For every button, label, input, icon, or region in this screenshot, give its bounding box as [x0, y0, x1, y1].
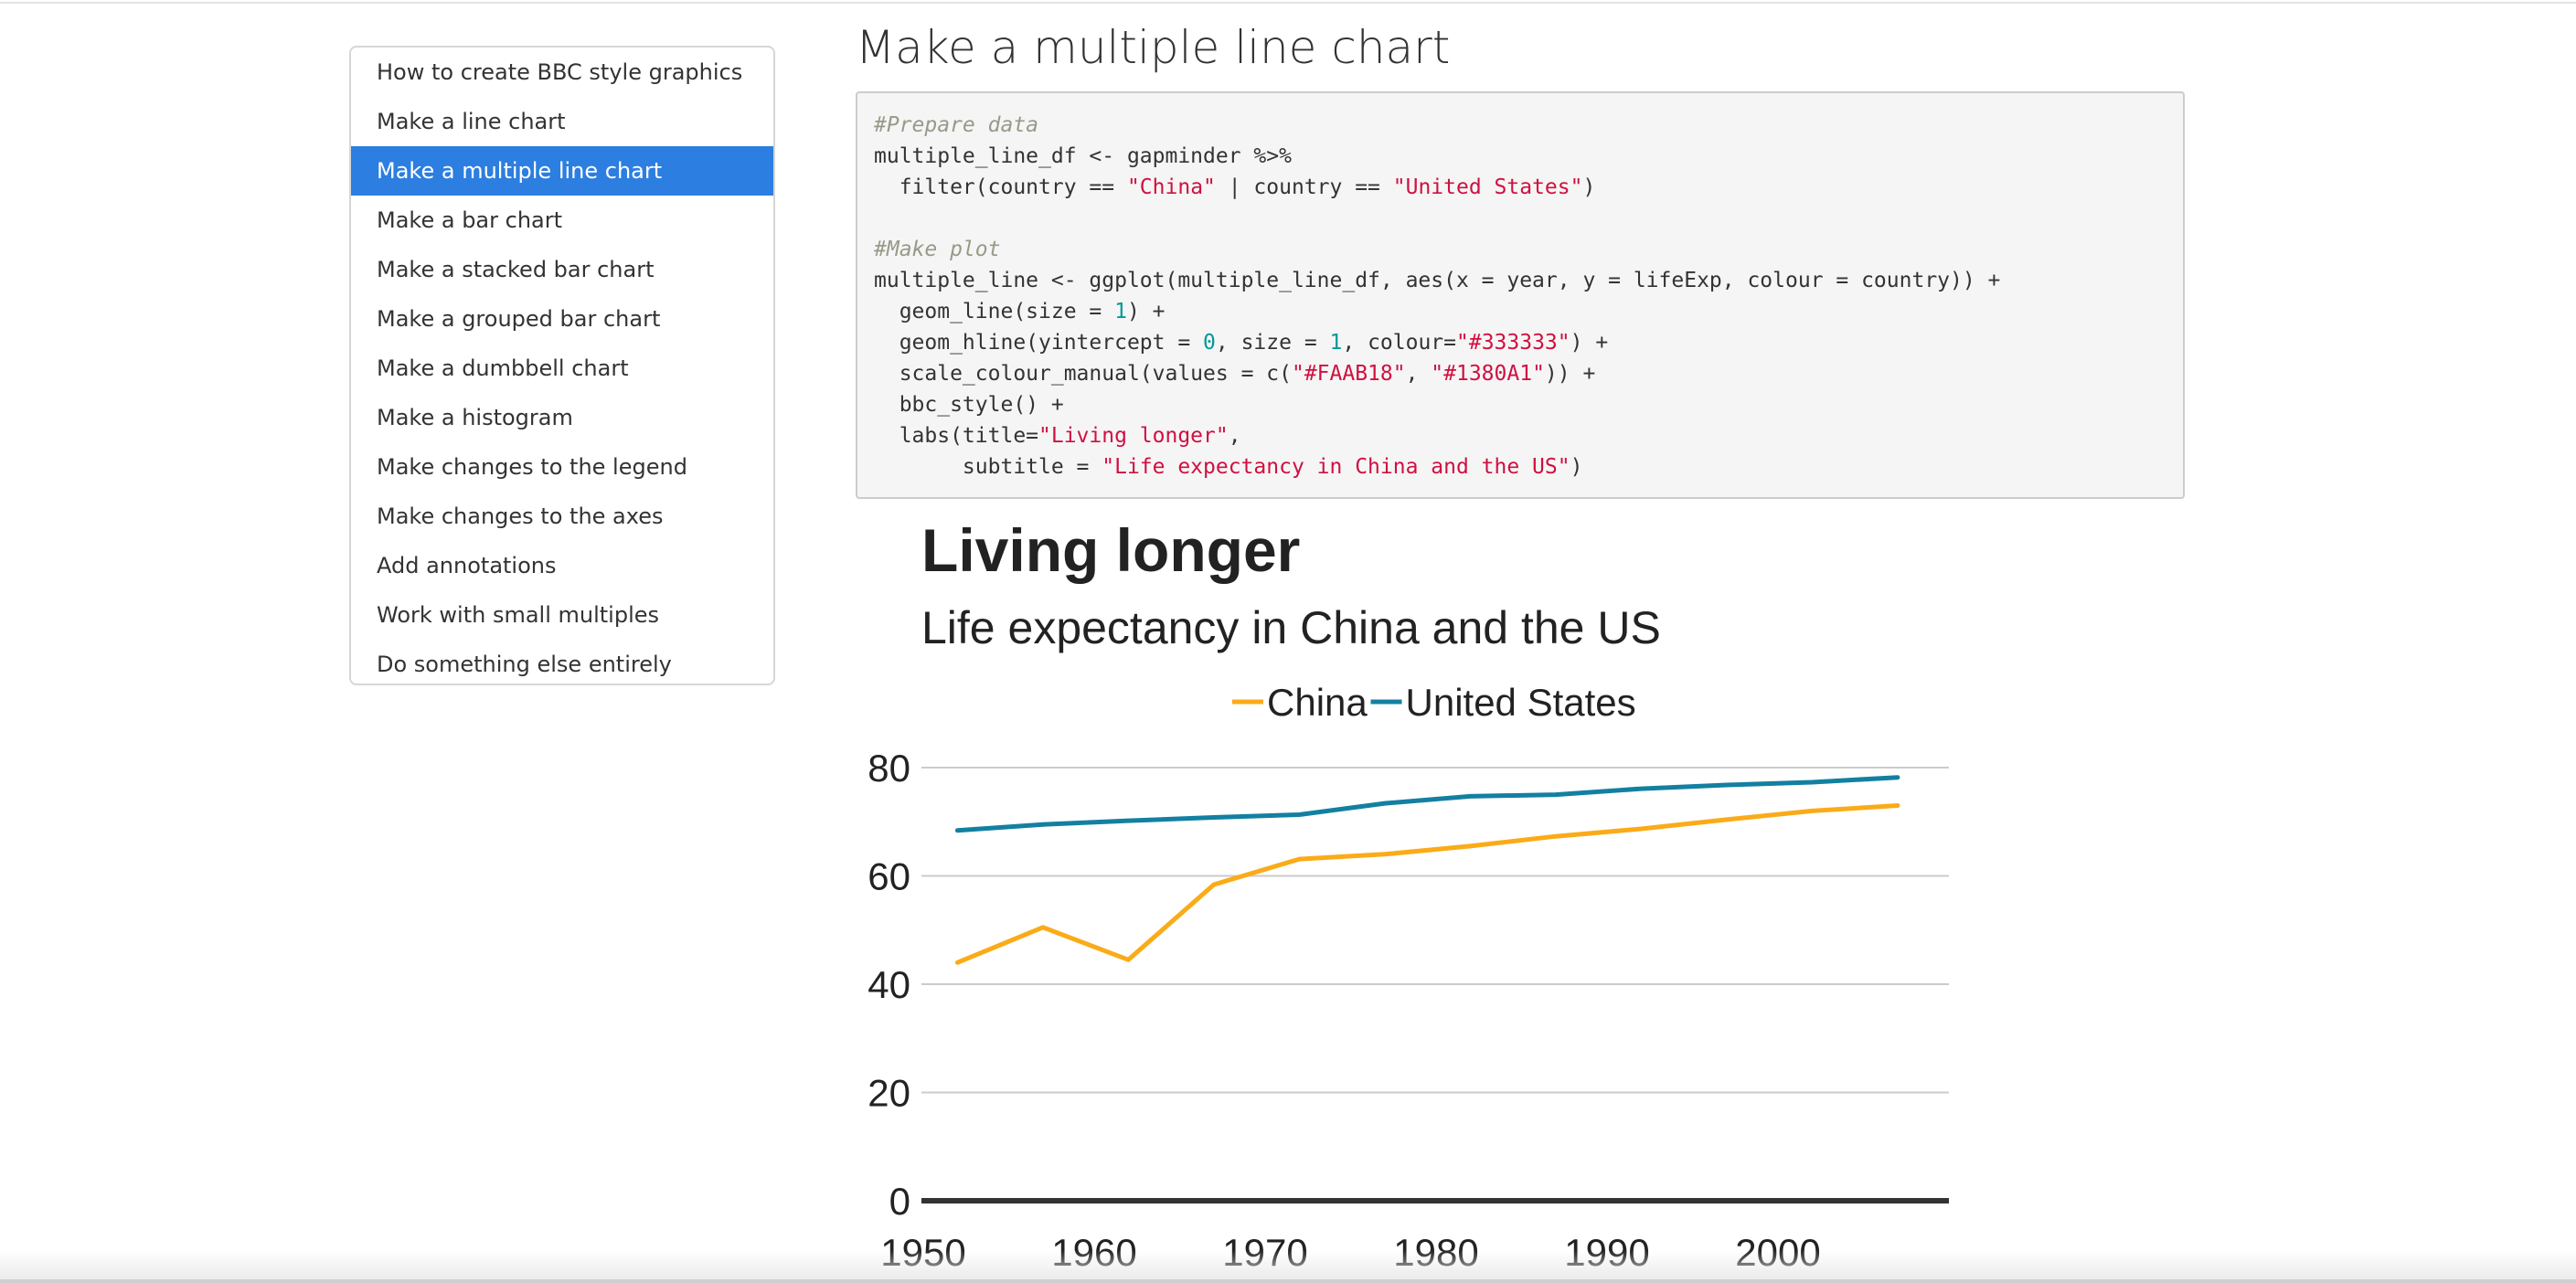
code-block[interactable]: #Prepare data multiple_line_df <- gapmind…: [856, 91, 2185, 499]
code-line: scale_colour_manual(values = c("#FAAB18"…: [874, 358, 2166, 389]
code-line: #Prepare data: [874, 110, 2166, 141]
code-comment: #Make plot: [874, 238, 1001, 261]
toc-item[interactable]: Add annotations: [377, 553, 557, 578]
code-string: "#1380A1": [1431, 362, 1545, 386]
code-token: subtitle =: [874, 455, 1102, 479]
toc-item[interactable]: Make changes to the axes: [377, 504, 664, 529]
code-token: filter(country ==: [874, 175, 1127, 199]
table-of-contents: How to create BBC style graphics Make a l…: [349, 46, 775, 685]
code-line: [874, 203, 2166, 234]
code-line: bbc_style() +: [874, 389, 2166, 420]
series-line: [954, 775, 1900, 833]
code-line: multiple_line_df <- gapminder %>%: [874, 141, 2166, 172]
code-string: "#333333": [1456, 331, 1570, 355]
code-token: bbc_style() +: [874, 393, 1064, 417]
toc-item[interactable]: Make a grouped bar chart: [377, 306, 661, 332]
toc-item[interactable]: Make a line chart: [377, 109, 566, 134]
code-token: geom_line(size =: [874, 300, 1115, 323]
code-line: #Make plot: [874, 234, 2166, 265]
code-string: "China": [1126, 175, 1216, 199]
code-line: multiple_line <- ggplot(multiple_line_df…: [874, 265, 2166, 296]
code-token: ): [1570, 455, 1583, 479]
code-token: scale_colour_manual(values = c(: [874, 362, 1292, 386]
code-line: subtitle = "Life expectancy in China and…: [874, 451, 2166, 482]
code-string: "Life expectancy in China and the US": [1102, 455, 1570, 479]
code-number: 1: [1329, 331, 1343, 355]
bottom-divider: [0, 1279, 2576, 1283]
y-tick-label: 0: [889, 1180, 910, 1223]
code-comment: #Prepare data: [874, 113, 1039, 137]
top-divider: [0, 2, 2576, 4]
code-token: , colour=: [1342, 331, 1456, 355]
toc-item[interactable]: Make a multiple line chart: [351, 146, 773, 196]
chart-subtitle: Life expectancy in China and the US: [921, 602, 1661, 653]
y-tick-label: 60: [868, 855, 910, 898]
toc-item[interactable]: How to create BBC style graphics: [377, 59, 743, 85]
code-string: "United States": [1392, 175, 1583, 199]
code-line: geom_line(size = 1) +: [874, 296, 2166, 327]
page-title: Make a multiple line chart: [856, 21, 1451, 74]
code-token: ) +: [1570, 331, 1609, 355]
y-tick-label: 40: [868, 963, 910, 1006]
code-token: , size =: [1215, 331, 1330, 355]
toc-item[interactable]: Work with small multiples: [377, 602, 660, 628]
toc-item[interactable]: Make a stacked bar chart: [377, 257, 655, 282]
code-line: labs(title="Living longer",: [874, 420, 2166, 451]
code-token: ): [1582, 175, 1596, 199]
y-tick-label: 20: [868, 1072, 910, 1115]
code-token: )) +: [1544, 362, 1596, 386]
code-token: ,: [1405, 362, 1432, 386]
code-token: geom_hline(yintercept =: [874, 331, 1204, 355]
toc-item[interactable]: Make a histogram: [377, 405, 573, 430]
code-token: ,: [1228, 424, 1241, 448]
code-string: "#FAAB18": [1291, 362, 1406, 386]
toc-item[interactable]: Make changes to the legend: [377, 454, 687, 480]
code-token: ) +: [1126, 300, 1166, 323]
chart-title: Living longer: [921, 516, 1301, 584]
legend-label: United States: [1406, 681, 1636, 724]
code-token: labs(title=: [874, 424, 1039, 448]
code-line: filter(country == "China" | country == "…: [874, 172, 2166, 203]
toc-item[interactable]: Make a bar chart: [377, 207, 563, 233]
bottom-shade: [0, 1250, 2576, 1283]
series-line: [954, 803, 1900, 965]
code-token: multiple_line_df <- gapminder %>%: [874, 144, 1292, 168]
code-token: | country ==: [1215, 175, 1393, 199]
code-token: multiple_line <- ggplot(multiple_line_df…: [874, 269, 2001, 292]
legend-label: China: [1267, 681, 1368, 724]
y-tick-label: 80: [868, 747, 910, 790]
toc-item[interactable]: Make a dumbbell chart: [377, 355, 629, 381]
code-number: 1: [1114, 300, 1127, 323]
code-line: geom_hline(yintercept = 0, size = 1, col…: [874, 327, 2166, 358]
code-string: "Living longer": [1038, 424, 1229, 448]
toc-item[interactable]: Do something else entirely: [377, 652, 672, 677]
code-number: 0: [1203, 331, 1216, 355]
